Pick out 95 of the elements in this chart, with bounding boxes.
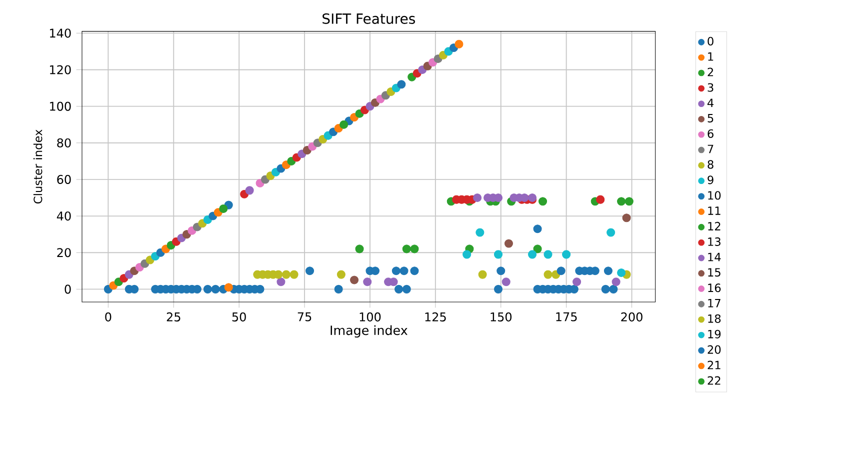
- legend-label: 10: [708, 191, 721, 200]
- legend-label: 17: [708, 299, 720, 308]
- legend-label: 13: [708, 237, 720, 246]
- point: [596, 195, 605, 204]
- legend-label: 0: [708, 36, 714, 46]
- x-tick-label: 0: [105, 312, 112, 322]
- point: [282, 270, 290, 279]
- point: [496, 266, 506, 276]
- legend-label: 11: [708, 206, 720, 215]
- legend-label: 20: [708, 345, 721, 354]
- point: [350, 276, 359, 284]
- x-tick-label: 25: [166, 312, 180, 322]
- point: [397, 80, 406, 89]
- point: [562, 250, 571, 259]
- legend-label: 12: [708, 222, 720, 230]
- point: [502, 278, 510, 286]
- point: [410, 244, 419, 254]
- point: [394, 284, 404, 294]
- point: [622, 214, 631, 222]
- point: [624, 197, 634, 206]
- legend-label: 15: [708, 268, 720, 277]
- x-tick-label: 75: [298, 312, 312, 322]
- point: [400, 266, 408, 276]
- legend-label: 9: [708, 176, 714, 184]
- point: [601, 284, 610, 294]
- y-tick-label: 80: [57, 138, 71, 148]
- y-tick-label: 100: [50, 102, 71, 111]
- point: [340, 120, 348, 129]
- point: [245, 186, 254, 195]
- point: [528, 250, 537, 259]
- chart-title: SIFT Features: [322, 13, 415, 24]
- point: [617, 268, 626, 277]
- point: [355, 244, 364, 254]
- point: [533, 224, 542, 234]
- x-tick-label: 50: [232, 312, 246, 322]
- legend-label: 14: [708, 252, 721, 262]
- legend-label: 21: [708, 360, 720, 370]
- x-axis-title: Image index: [330, 325, 408, 338]
- point: [473, 193, 482, 202]
- point: [606, 228, 616, 237]
- y-tick-label: 120: [50, 65, 71, 74]
- point: [211, 284, 220, 294]
- point: [572, 278, 582, 286]
- legend-label: 18: [708, 314, 721, 323]
- point: [504, 239, 513, 248]
- x-tick-label: 100: [360, 312, 381, 322]
- legend-label: 7: [708, 144, 714, 154]
- point: [224, 283, 233, 292]
- legend-label: 5: [708, 114, 714, 122]
- legend-label: 16: [708, 284, 721, 292]
- point: [478, 270, 487, 279]
- point: [617, 197, 626, 206]
- point: [462, 250, 472, 259]
- x-tick-label: 200: [621, 312, 642, 322]
- point: [533, 244, 542, 254]
- legend-label: 3: [708, 83, 714, 92]
- point: [494, 250, 503, 259]
- point: [556, 266, 566, 276]
- point: [276, 278, 286, 286]
- legend-label: 8: [708, 160, 714, 169]
- legend-label: 6: [708, 129, 714, 138]
- point: [612, 278, 620, 286]
- point: [494, 284, 503, 294]
- point: [476, 228, 484, 237]
- point: [454, 40, 464, 48]
- point: [203, 284, 212, 294]
- y-tick-label: 40: [56, 211, 71, 221]
- x-tick-label: 175: [556, 312, 577, 322]
- legend-label: 2: [708, 68, 714, 76]
- point: [363, 278, 372, 286]
- point: [604, 266, 612, 276]
- point: [392, 266, 400, 276]
- y-tick-label: 20: [57, 248, 71, 258]
- point: [402, 244, 411, 254]
- point: [609, 284, 618, 294]
- point: [336, 270, 346, 279]
- point: [410, 266, 419, 276]
- point: [290, 270, 298, 279]
- legend-label: 22: [708, 376, 720, 385]
- legend-label: 4: [707, 98, 714, 107]
- y-tick-label: 140: [50, 28, 71, 38]
- point: [334, 284, 343, 294]
- y-tick-label: 60: [57, 174, 71, 184]
- point: [402, 284, 411, 294]
- y-axis-title: Cluster index: [33, 130, 42, 204]
- point: [219, 204, 228, 213]
- point: [538, 197, 548, 206]
- x-tick-label: 125: [425, 312, 446, 322]
- point: [544, 270, 552, 279]
- legend-label: 19: [708, 330, 721, 338]
- x-tick-label: 150: [490, 312, 512, 322]
- point: [306, 266, 314, 276]
- point: [544, 250, 552, 259]
- legend-label: 1: [708, 52, 714, 61]
- y-tick-label: 0: [64, 284, 71, 294]
